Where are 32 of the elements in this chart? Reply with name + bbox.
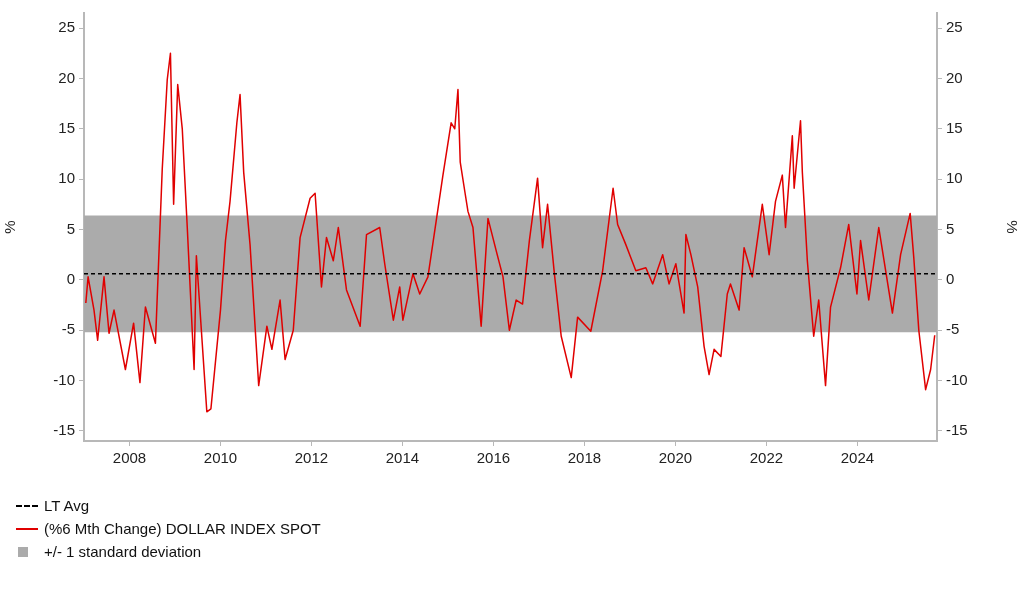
x-tick-label: 2008 xyxy=(112,449,147,467)
x-tick-label: 2012 xyxy=(294,449,329,467)
x-tick-label: 2024 xyxy=(840,449,875,467)
y2-tick-label: -10 xyxy=(946,370,968,388)
x-tick-label: 2010 xyxy=(203,449,238,467)
y-tick-label: 15 xyxy=(58,118,75,136)
y2-tick-label: 20 xyxy=(946,68,963,86)
y2-tick-label: 10 xyxy=(946,169,963,187)
y-tick-label: 10 xyxy=(58,169,75,187)
y2-axis-title: % xyxy=(1003,220,1021,234)
y-tick-label: -10 xyxy=(53,370,75,388)
x-tick-label: 2020 xyxy=(658,449,693,467)
y2-tick-label: 15 xyxy=(946,118,963,136)
x-tick-label: 2022 xyxy=(749,449,784,467)
x-tick-label: 2018 xyxy=(567,449,602,467)
x-tick-label: 2016 xyxy=(476,449,511,467)
y-tick-label: -15 xyxy=(53,421,75,439)
y2-tick-label: 0 xyxy=(946,270,955,288)
y-tick-label: 20 xyxy=(58,68,75,86)
legend-label: LT Avg xyxy=(44,497,90,514)
y-axis-title: % xyxy=(1,220,19,234)
y-tick-label: 25 xyxy=(58,18,75,36)
y2-tick-label: 25 xyxy=(946,18,963,36)
y-tick-label: 0 xyxy=(66,270,75,288)
y2-tick-label: -5 xyxy=(946,320,960,338)
legend-label: +/- 1 standard deviation xyxy=(44,543,202,560)
y-tick-label: 5 xyxy=(66,219,75,237)
y-tick-label: -5 xyxy=(61,320,75,338)
legend-label: (%6 Mth Change) DOLLAR INDEX SPOT xyxy=(44,520,321,537)
y2-tick-label: -15 xyxy=(946,421,968,439)
y2-tick-label: 5 xyxy=(946,219,955,237)
x-tick-label: 2014 xyxy=(385,449,420,467)
